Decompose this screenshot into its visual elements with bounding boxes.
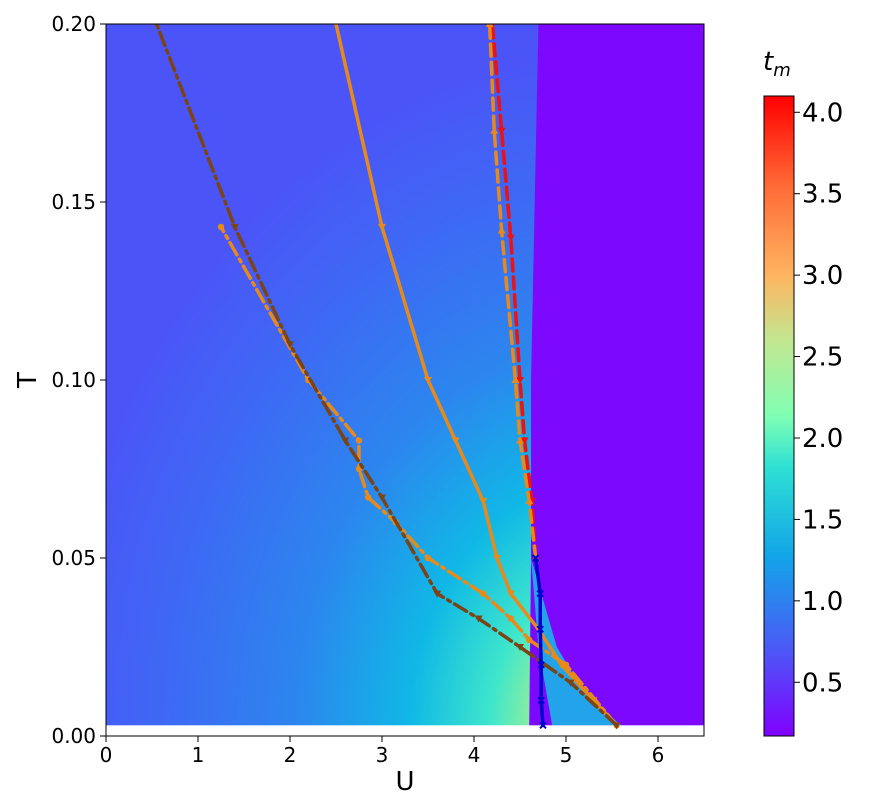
series-2-point [511,376,520,383]
series-4-point [507,615,514,622]
colorbar: tm 0.5 1.0 1.5 2.0 2.5 3.0 3.5 4.0 [763,47,843,737]
series-5-point [516,644,524,651]
series-1-point [506,234,515,242]
x-axis: 0 1 2 3 4 5 6 [100,736,665,767]
x-tick-label: 0 [100,743,113,767]
series-5-point [286,341,294,349]
colorbar-tick-label: 3.0 [802,261,843,291]
series-6-point [539,721,547,730]
x-tick-label: 3 [376,743,389,767]
colorbar-title-subscript: m [773,60,791,81]
series-1-point [497,127,506,135]
colorbar-tick-label: 1.5 [802,505,843,535]
series-5-point [474,615,483,623]
colorbar-tick-label: 0.5 [802,668,843,698]
series-5-point [566,679,575,687]
series-5-point [154,24,159,28]
series-3-point [333,24,339,28]
series-3-point [378,223,386,231]
series-1-point [516,377,524,384]
heatmap-missing-strip [106,725,704,736]
series-2-point [485,24,494,27]
series-6-point [537,661,545,669]
colorbar-title: tm [763,47,791,81]
series-5-point [612,722,621,730]
series-3-point [424,377,432,384]
y-tick-label: 0.10 [51,368,96,392]
series-4-line [219,225,619,728]
y-tick-label: 0.15 [51,190,96,214]
colorbar-tick-label: 3.5 [802,180,843,210]
series-layer [154,24,621,730]
plot-area [106,24,704,736]
series-2-point [516,436,524,444]
colorbar-tick-label: 1.0 [802,587,843,617]
series-6-point [536,589,544,598]
series-3-point [451,437,460,445]
series-6-line [533,556,545,728]
colorbar-ticks: 0.5 1.0 1.5 2.0 2.5 3.0 3.5 4.0 [794,98,843,698]
colorbar-gradient [763,95,795,737]
series-3-point [479,498,488,506]
series-4-point [526,636,533,644]
series-4-point [562,661,570,668]
series-4-point [217,223,225,231]
colorbar-tick-label: 2.0 [802,424,843,454]
heatmap-insulator-region [529,24,704,736]
y-tick-label: 0.05 [51,546,96,570]
y-axis-label: T [13,372,43,389]
colorbar-tick-label: 4.0 [802,98,843,128]
series-2-point [525,497,534,505]
series-4-point [480,590,487,597]
series-5-point [230,223,239,231]
y-tick-label: 0.20 [51,12,96,36]
x-axis-label: U [395,767,414,797]
x-tick-label: 6 [652,743,665,767]
series-3-point [506,590,515,598]
series-4-point [355,437,363,444]
x-tick-label: 2 [284,743,297,767]
series-6-point [536,625,544,633]
series-2-point [497,226,506,234]
x-tick-label: 4 [468,743,481,767]
series-4-point [424,554,432,562]
y-axis: 0.00 0.05 0.10 0.15 0.20 [51,12,106,748]
series-5-line [154,24,619,728]
colorbar-tick-label: 2.5 [802,343,843,373]
series-6-point [531,554,540,562]
heatmap-boundary-band [531,558,622,726]
x-tick-label: 5 [560,743,573,767]
series-5-point [341,437,350,445]
series-5-point [378,494,386,502]
series-4-point [365,494,372,501]
series-5-point [433,590,442,598]
x-tick-label: 1 [192,743,205,767]
series-3-point [493,555,501,562]
series-2-point [490,126,499,134]
series-6-point [537,696,545,705]
y-tick-label: 0.00 [51,724,96,748]
series-1-point [520,437,529,445]
